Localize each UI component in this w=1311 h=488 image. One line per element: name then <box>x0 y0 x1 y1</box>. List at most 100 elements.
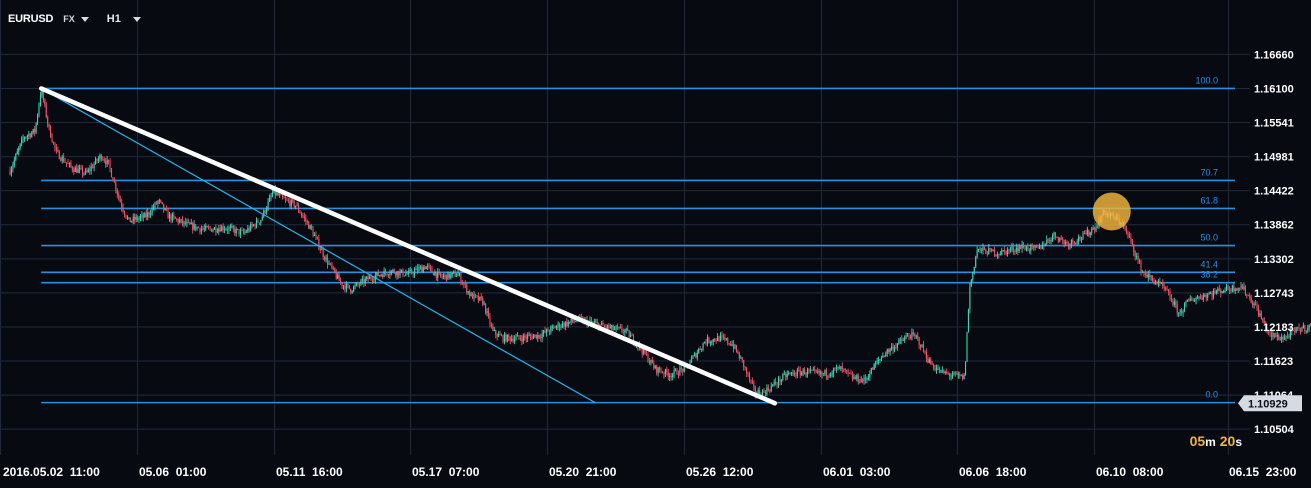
candle-body <box>551 326 553 328</box>
candle-body <box>702 343 704 349</box>
candle-body <box>834 368 836 369</box>
candle-body <box>621 327 623 332</box>
candle-body <box>885 353 887 357</box>
candle-body <box>482 298 484 305</box>
candle-body <box>458 273 461 275</box>
candle-body <box>418 267 420 272</box>
candle-body <box>387 274 389 276</box>
candle-body <box>792 372 794 374</box>
candle-body <box>1210 293 1212 294</box>
candle-body <box>358 284 360 286</box>
candle-body <box>1305 330 1307 332</box>
candle-body <box>576 320 578 322</box>
candle-body <box>782 374 784 380</box>
candle-body <box>241 230 243 232</box>
candle-body <box>1141 272 1143 273</box>
candle-body <box>973 266 975 273</box>
candle-body <box>235 228 237 234</box>
candle-body <box>354 285 356 287</box>
candle-body <box>509 337 511 341</box>
candle-body <box>589 320 591 322</box>
candle-body <box>416 267 418 272</box>
candle-body <box>814 369 816 371</box>
candle-body <box>10 169 12 175</box>
candle-body <box>849 372 851 374</box>
candle-body <box>1273 332 1275 337</box>
candle-body <box>1239 287 1241 289</box>
candle-body <box>200 228 202 232</box>
candle-body <box>60 159 62 161</box>
current-price-label: 1.10929 <box>1248 398 1288 410</box>
candle-body <box>1073 241 1075 244</box>
candle-body <box>624 330 626 333</box>
candle-body <box>925 351 927 359</box>
candle-body <box>35 123 37 133</box>
candle-body <box>1082 232 1084 239</box>
candle-body <box>978 249 980 251</box>
candle-body <box>511 338 513 341</box>
candle-body <box>854 376 856 379</box>
candle-body <box>1154 282 1157 284</box>
candle-body <box>1062 238 1064 241</box>
candle-body <box>928 359 930 363</box>
candle-body <box>34 129 36 133</box>
candle-body <box>335 272 337 279</box>
candle-body <box>976 250 978 257</box>
candle-body <box>744 367 746 368</box>
candle-body <box>242 230 244 233</box>
candle-body <box>712 339 714 342</box>
candle-body <box>1240 285 1242 289</box>
timeframe-selector[interactable]: H1 <box>107 13 141 25</box>
candle-body <box>118 194 120 198</box>
candle-body <box>783 373 785 375</box>
candle-body <box>287 200 289 202</box>
candle-body <box>936 368 938 371</box>
candle-body <box>953 372 955 376</box>
candle-body <box>1124 225 1126 229</box>
candle-body <box>469 291 471 297</box>
candle-body <box>683 365 685 372</box>
candle-body <box>250 224 252 231</box>
candle-body <box>630 335 632 338</box>
candle-body <box>528 335 530 337</box>
candle-body <box>515 336 517 340</box>
candle-body <box>706 337 708 344</box>
candle-body <box>601 323 603 325</box>
candle-body <box>67 163 69 164</box>
candle-body <box>769 390 771 391</box>
candle-body <box>225 229 227 231</box>
trend-line[interactable] <box>38 86 778 406</box>
candle-body <box>883 355 885 357</box>
candle-body <box>434 272 436 276</box>
candle-body <box>569 321 571 323</box>
candle-body <box>764 391 766 395</box>
channel-line[interactable] <box>40 87 596 404</box>
candle-body <box>324 256 326 260</box>
candle-body <box>518 335 520 338</box>
market-selector[interactable]: FX <box>63 14 89 24</box>
candle-body <box>701 348 703 350</box>
y-tick-label: 1.13302 <box>1254 254 1294 266</box>
candle-body <box>1236 289 1238 291</box>
candle-body <box>325 257 327 260</box>
candle-body <box>1292 330 1294 331</box>
candle-body <box>1031 245 1033 246</box>
candle-countdown-timer: 05m 20s <box>1190 433 1242 449</box>
candle-body <box>312 229 314 236</box>
candle-body <box>628 330 630 338</box>
candle-body <box>412 273 414 275</box>
candle-body <box>514 339 516 342</box>
candle-body <box>998 254 1000 255</box>
candle-body <box>286 199 288 201</box>
candle-body <box>211 228 213 232</box>
candle-body <box>113 181 115 183</box>
candle-body <box>1192 300 1194 302</box>
y-tick-label: 1.12743 <box>1254 288 1294 300</box>
candle-body <box>659 367 661 371</box>
candle-body <box>99 154 101 159</box>
candle-body <box>1044 244 1046 247</box>
candle-body <box>348 285 350 289</box>
candle-body <box>1038 245 1041 249</box>
candle-body <box>21 139 23 144</box>
